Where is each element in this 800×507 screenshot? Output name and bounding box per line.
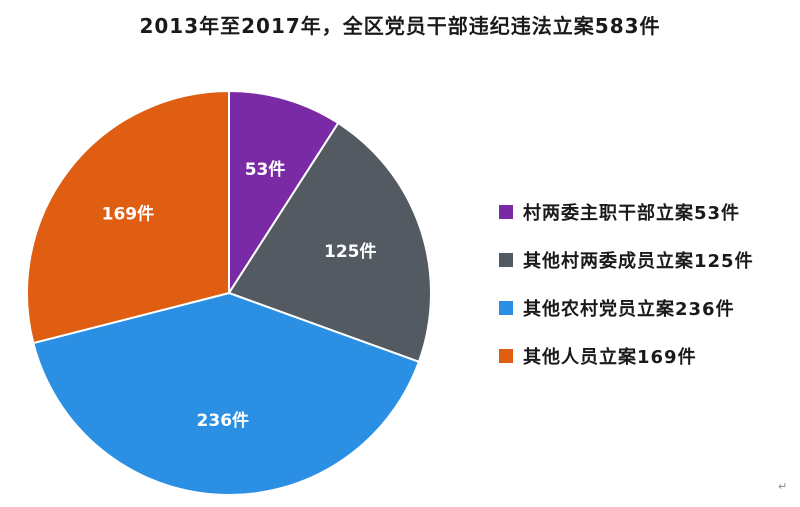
- return-mark: ↵: [778, 480, 788, 493]
- pie-slice: [227, 121, 432, 364]
- legend: 村两委主职干部立案53件 其他村两委成员立案125件 其他农村党员立案236件 …: [499, 200, 754, 392]
- legend-item: 其他农村党员立案236件: [499, 296, 754, 320]
- slice-label: 53件: [245, 159, 286, 180]
- slice-label: 169件: [102, 204, 155, 225]
- pie-slice: [32, 291, 421, 496]
- slice-label: 125件: [324, 241, 377, 262]
- legend-swatch: [499, 301, 513, 315]
- pie-slices: [26, 89, 432, 496]
- legend-swatch: [499, 253, 513, 267]
- legend-swatch: [499, 205, 513, 219]
- pie-slice: [26, 89, 230, 345]
- pie-slice-labels: 53件 125件 236件 169件: [102, 159, 377, 431]
- slice-label: 236件: [197, 410, 250, 431]
- legend-label: 其他村两委成员立案125件: [523, 251, 754, 272]
- legend-item: 村两委主职干部立案53件: [499, 200, 754, 224]
- legend-label: 其他农村党员立案236件: [523, 299, 735, 320]
- legend-label: 其他人员立案169件: [523, 347, 697, 368]
- legend-label: 村两委主职干部立案53件: [523, 203, 741, 224]
- legend-item: 其他人员立案169件: [499, 344, 754, 368]
- chart-title: 2013年至2017年，全区党员干部违纪违法立案583件: [139, 14, 661, 38]
- legend-swatch: [499, 349, 513, 363]
- pie-slice: [228, 89, 340, 297]
- legend-item: 其他村两委成员立案125件: [499, 248, 754, 272]
